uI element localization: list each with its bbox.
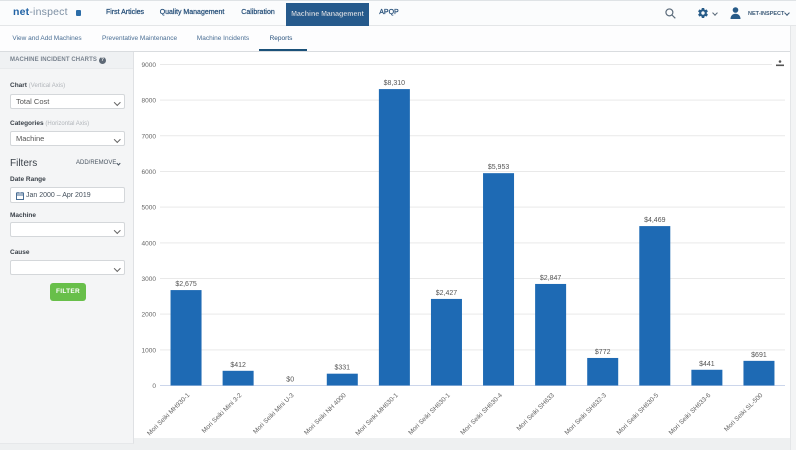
svg-text:$331: $331 bbox=[335, 365, 351, 372]
svg-text:Mori Seiki MH630-1: Mori Seiki MH630-1 bbox=[354, 392, 400, 438]
svg-text:$412: $412 bbox=[230, 362, 246, 369]
svg-text:$772: $772 bbox=[595, 349, 611, 356]
svg-text:Mori Seiki SH630-5: Mori Seiki SH630-5 bbox=[616, 392, 661, 437]
svg-text:1000: 1000 bbox=[142, 347, 157, 354]
svg-text:$2,427: $2,427 bbox=[436, 290, 458, 297]
svg-text:$8,310: $8,310 bbox=[384, 80, 406, 87]
svg-text:7000: 7000 bbox=[142, 133, 157, 140]
svg-text:Mori Seiki MH930-1: Mori Seiki MH930-1 bbox=[146, 392, 192, 438]
svg-text:9000: 9000 bbox=[142, 62, 157, 69]
svg-text:2000: 2000 bbox=[142, 312, 157, 319]
svg-text:3000: 3000 bbox=[142, 276, 157, 283]
svg-text:Mori Seiki SH630-1: Mori Seiki SH630-1 bbox=[407, 392, 452, 437]
svg-text:6000: 6000 bbox=[142, 169, 157, 176]
svg-text:Mori Seiki SL-500: Mori Seiki SL-500 bbox=[723, 392, 764, 433]
svg-text:Mori Seiki SH630-4: Mori Seiki SH630-4 bbox=[459, 392, 504, 437]
svg-text:Mori Seiki SH632-3: Mori Seiki SH632-3 bbox=[564, 392, 609, 437]
svg-text:$4,469: $4,469 bbox=[644, 217, 666, 224]
svg-text:$0: $0 bbox=[286, 377, 294, 384]
svg-text:Mori Seiki Mini 3-2: Mori Seiki Mini 3-2 bbox=[201, 392, 244, 435]
svg-text:0: 0 bbox=[152, 383, 156, 390]
svg-text:$441: $441 bbox=[699, 361, 715, 368]
svg-text:$2,675: $2,675 bbox=[175, 281, 197, 288]
svg-text:$2,847: $2,847 bbox=[540, 275, 562, 282]
svg-text:Mori Seiki NH 4000: Mori Seiki NH 4000 bbox=[303, 392, 348, 437]
svg-text:$5,953: $5,953 bbox=[488, 164, 510, 171]
svg-text:8000: 8000 bbox=[142, 98, 157, 105]
svg-text:Mori Seiki SH633-6: Mori Seiki SH633-6 bbox=[668, 392, 713, 437]
svg-text:5000: 5000 bbox=[142, 205, 157, 212]
svg-text:Mori Seiki SH633: Mori Seiki SH633 bbox=[516, 392, 557, 433]
svg-text:$691: $691 bbox=[751, 352, 767, 359]
svg-text:4000: 4000 bbox=[142, 240, 157, 247]
svg-text:Mori Seiki Mini U-3: Mori Seiki Mini U-3 bbox=[252, 392, 296, 436]
